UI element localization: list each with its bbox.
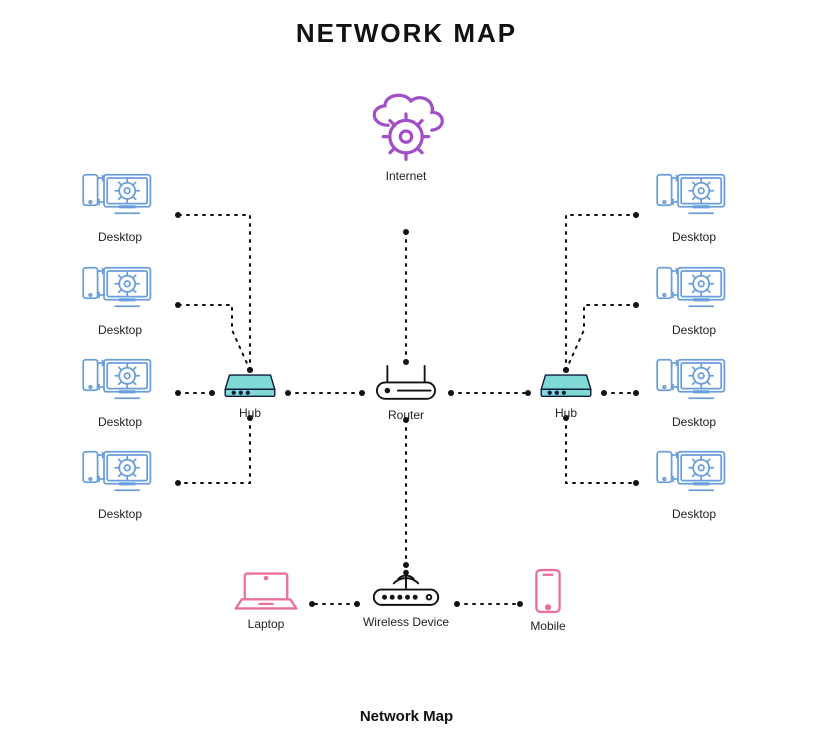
wireless-icon [356, 565, 456, 611]
node-label: Internet [346, 169, 466, 183]
node-laptop: Laptop [222, 569, 310, 631]
node-label: Desktop [644, 415, 744, 429]
node-label: Hub [529, 406, 603, 420]
connection-edge [566, 215, 636, 370]
node-label: Hub [213, 406, 287, 420]
node-dR2: Desktop [644, 263, 744, 337]
edge-endpoint-dot [633, 480, 639, 486]
node-internet: Internet [346, 88, 466, 183]
hub-icon [213, 368, 287, 402]
node-label: Desktop [70, 507, 170, 521]
mobile-icon [523, 567, 573, 615]
diagram-caption: Network Map [0, 708, 813, 725]
desktop-icon [70, 170, 170, 226]
connection-edge [566, 418, 636, 483]
internet-icon [346, 88, 466, 165]
laptop-icon [222, 569, 310, 613]
edge-endpoint-dot [633, 212, 639, 218]
node-label: Mobile [523, 619, 573, 633]
node-dR4: Desktop [644, 447, 744, 521]
router-icon [361, 363, 451, 404]
node-hub_right: Hub [529, 368, 603, 420]
node-dL1: Desktop [70, 170, 170, 244]
node-label: Router [361, 408, 451, 422]
node-dL2: Desktop [70, 263, 170, 337]
desktop-icon [644, 170, 744, 226]
hub-icon [529, 368, 603, 402]
desktop-icon [644, 355, 744, 411]
edge-endpoint-dot [175, 390, 181, 396]
connection-edge [178, 215, 250, 370]
desktop-icon [70, 263, 170, 319]
desktop-icon [644, 447, 744, 503]
node-dR1: Desktop [644, 170, 744, 244]
node-router: Router [361, 363, 451, 422]
node-mobile: Mobile [523, 567, 573, 633]
node-label: Laptop [222, 617, 310, 631]
node-label: Wireless Device [356, 615, 456, 629]
node-dR3: Desktop [644, 355, 744, 429]
connection-edge [178, 305, 250, 370]
network-diagram: NETWORK MAP Network Map Internet Router [0, 0, 813, 754]
diagram-title: NETWORK MAP [0, 18, 813, 49]
desktop-icon [70, 355, 170, 411]
node-label: Desktop [70, 230, 170, 244]
edge-endpoint-dot [633, 302, 639, 308]
edge-endpoint-dot [175, 212, 181, 218]
connection-edge [566, 305, 636, 370]
node-label: Desktop [644, 507, 744, 521]
desktop-icon [644, 263, 744, 319]
connection-edge [178, 418, 250, 483]
edge-endpoint-dot [175, 480, 181, 486]
node-wireless: Wireless Device [356, 565, 456, 629]
node-dL3: Desktop [70, 355, 170, 429]
edge-endpoint-dot [403, 229, 409, 235]
node-label: Desktop [70, 415, 170, 429]
edge-endpoint-dot [175, 302, 181, 308]
node-dL4: Desktop [70, 447, 170, 521]
node-label: Desktop [644, 230, 744, 244]
node-hub_left: Hub [213, 368, 287, 420]
node-label: Desktop [644, 323, 744, 337]
node-label: Desktop [70, 323, 170, 337]
desktop-icon [70, 447, 170, 503]
edge-endpoint-dot [633, 390, 639, 396]
